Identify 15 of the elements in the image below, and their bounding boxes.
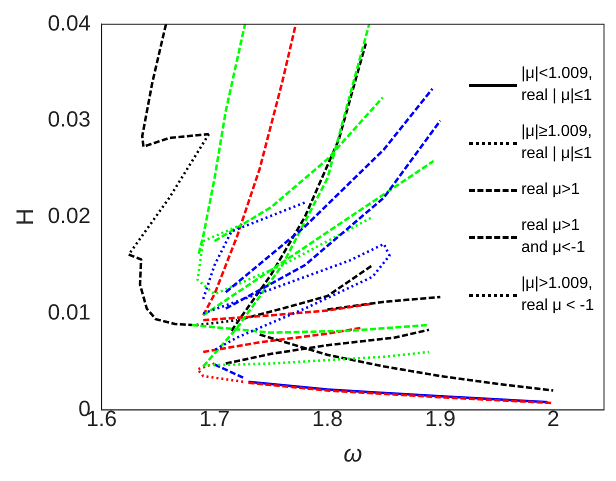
legend-label: |μ|≥1.009, real | μ|≤1 (521, 122, 592, 164)
legend-label: real μ>1 (521, 180, 580, 200)
legend-label: |μ|<1.009, real | μ|≤1 (521, 64, 593, 106)
legend-label: real μ>1 and μ<-1 (521, 216, 586, 258)
y-tick-label: 0.01 (48, 299, 91, 324)
legend-label: |μ|>1.009, real μ < -1 (521, 274, 594, 316)
y-tick-label: 0.04 (48, 10, 91, 36)
x-tick-label: 1.9 (425, 406, 456, 432)
y-axis-title: H (12, 208, 40, 226)
x-tick-label: 1.8 (312, 406, 343, 432)
y-tick-label: 0.02 (48, 203, 91, 228)
x-tick-label: 1.7 (199, 406, 230, 432)
y-tick-label: 0.03 (48, 106, 91, 132)
x-tick-label: 2 (547, 406, 560, 432)
x-axis-title: ω (343, 440, 362, 468)
